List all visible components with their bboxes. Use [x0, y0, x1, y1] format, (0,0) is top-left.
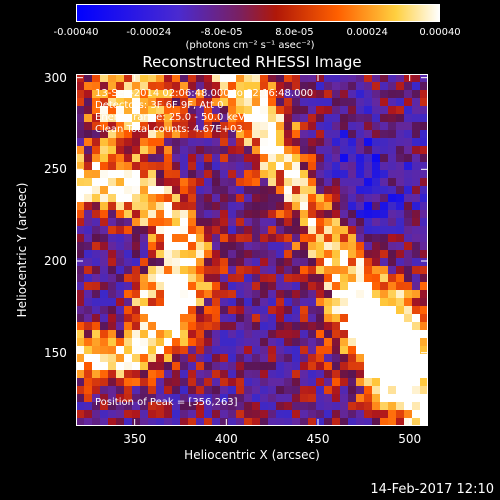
- x-tick-label: 400: [214, 432, 238, 446]
- y-tick-label: 250: [44, 162, 67, 177]
- x-tick-label: 500: [398, 432, 422, 446]
- y-tick-label: 300: [44, 70, 67, 85]
- colorbar-tick-label: -0.00024: [126, 27, 172, 38]
- colorbar: [76, 4, 440, 22]
- chart-title: Reconstructed RHESSI Image: [142, 53, 362, 71]
- colorbar-tick-label: -0.00040: [53, 27, 99, 38]
- annotation-energy-range: Energy range: 25.0 - 50.0 keV: [95, 112, 245, 123]
- colorbar-label: (photons cm⁻² s⁻¹ asec⁻²): [185, 40, 315, 51]
- x-axis-label: Heliocentric X (arcsec): [184, 448, 320, 462]
- colorbar-tick-label: 8.0e-05: [275, 27, 314, 38]
- heatmap-plot: [76, 74, 428, 426]
- annotation-detectors: Detectors: 3F 6F 9F, Att 0: [95, 100, 224, 111]
- heatmap-cells: [76, 74, 428, 426]
- y-axis-label: Heliocentric Y (arcsec): [15, 182, 29, 318]
- annotation-time-range: 13-Sep-2014 02:06:48.000 to 02:16:48.000: [95, 88, 314, 99]
- footer-timestamp: 14-Feb-2017 12:10: [370, 482, 494, 497]
- y-tick-label: 200: [44, 254, 67, 268]
- colorbar-tick-label: 0.00024: [346, 27, 388, 38]
- y-tick-label: 150: [44, 345, 67, 360]
- axis-tickmarks: [76, 74, 428, 426]
- colorbar-tick-label: -8.0e-05: [200, 27, 243, 38]
- annotation-peak-position: Position of Peak = [356,263]: [95, 397, 238, 408]
- x-tick-label: 350: [123, 432, 147, 446]
- plot-frame: [76, 74, 428, 426]
- x-tick-label: 450: [306, 432, 330, 446]
- colorbar-tick-label: 0.00040: [419, 27, 461, 38]
- annotation-clean-counts: Clean Total counts: 4.67E+03: [95, 124, 243, 135]
